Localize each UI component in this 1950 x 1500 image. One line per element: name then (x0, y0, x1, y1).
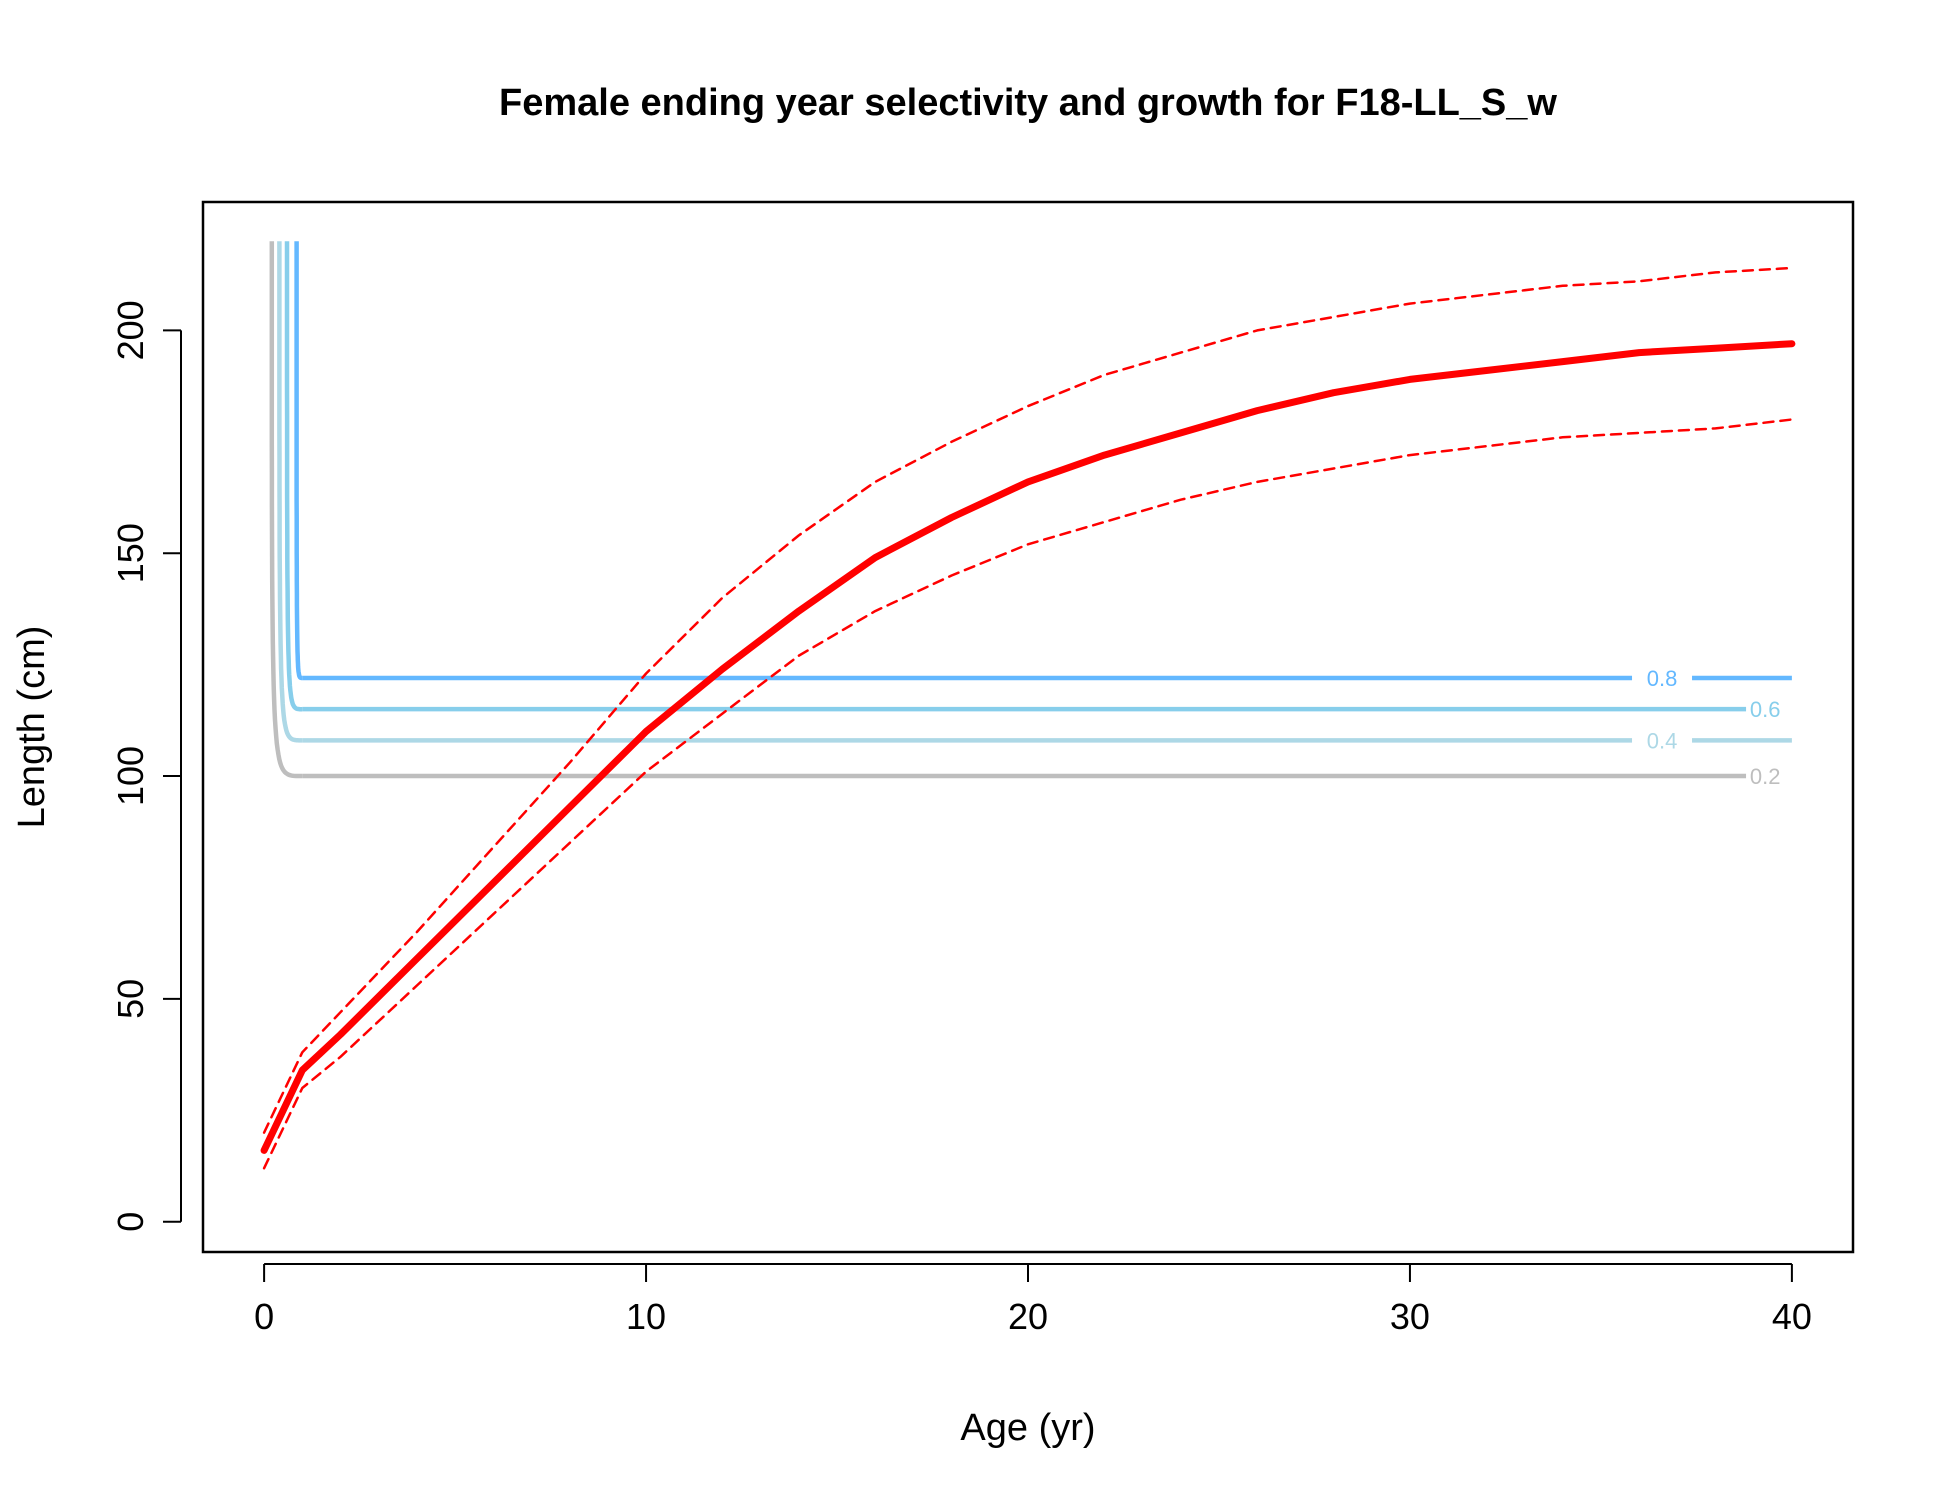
selectivity-contour-0.2 (269, 241, 303, 779)
y-tick-label: 0 (110, 1212, 151, 1232)
selectivity-contour-0.4 (277, 241, 303, 743)
chart-title: Female ending year selectivity and growt… (499, 82, 1557, 124)
y-axis: 0 50 100 150 200 (110, 300, 182, 1232)
plot-area: 0.2 0.4 0.6 0.8 (260, 241, 1796, 1170)
contour-label-0.2: 0.2 (1750, 764, 1781, 789)
selectivity-contour-0.6 (284, 241, 304, 712)
x-tick-label: 0 (254, 1296, 274, 1337)
x-axis: 0 10 20 30 40 (254, 1263, 1812, 1337)
y-axis-label: Length (cm) (11, 626, 53, 829)
y-tick-label: 150 (110, 523, 151, 583)
x-tick-label: 30 (1390, 1296, 1430, 1337)
selectivity-contour-0.8 (294, 241, 305, 681)
y-tick-label: 100 (110, 746, 151, 806)
plot-frame (201, 200, 1855, 1254)
growth-lower-ci-line (262, 418, 1794, 1170)
y-tick-label: 200 (110, 300, 151, 360)
x-tick-label: 20 (1008, 1296, 1048, 1337)
contour-label-0.6: 0.6 (1750, 697, 1781, 722)
x-tick-label: 10 (626, 1296, 666, 1337)
y-tick-label: 50 (110, 979, 151, 1019)
x-axis-label: Age (yr) (960, 1407, 1095, 1449)
growth-mean-line (260, 340, 1796, 1154)
x-tick-label: 40 (1772, 1296, 1812, 1337)
growth-upper-ci-line (262, 266, 1794, 1134)
contour-label-0.4: 0.4 (1647, 728, 1678, 753)
contour-label-0.8: 0.8 (1647, 666, 1678, 691)
